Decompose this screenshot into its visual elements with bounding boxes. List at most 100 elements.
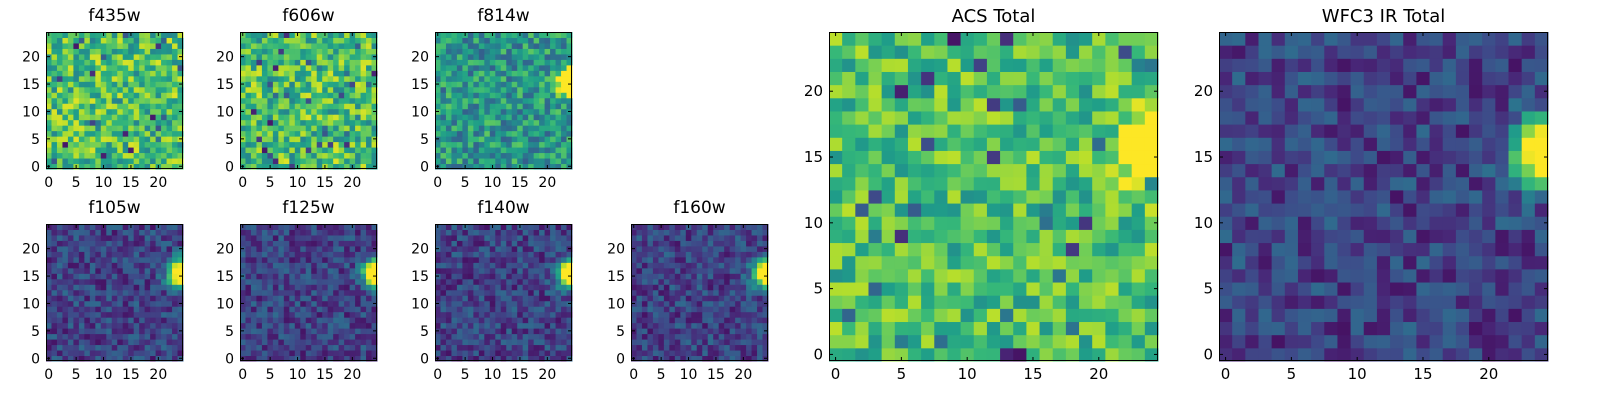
heatmap-cell xyxy=(289,163,296,170)
heatmap-cell xyxy=(658,322,665,329)
heatmap-cell xyxy=(506,86,513,93)
heatmap-cell xyxy=(986,255,1001,270)
heatmap-cell xyxy=(327,37,334,44)
heatmap-cell xyxy=(371,97,378,104)
heatmap-cell xyxy=(451,295,458,302)
heatmap-cell xyxy=(78,48,85,55)
heatmap-cell xyxy=(934,216,948,230)
heatmap-cell xyxy=(495,81,502,88)
heatmap-cell xyxy=(67,328,74,335)
heatmap-cell xyxy=(344,64,351,71)
heatmap-cell xyxy=(360,350,367,357)
heatmap-cell xyxy=(456,256,463,263)
heatmap-cell xyxy=(934,295,948,309)
heatmap-cell xyxy=(691,256,698,263)
heatmap-cell xyxy=(1105,242,1120,257)
heatmap-cell xyxy=(46,141,52,148)
heatmap-cell xyxy=(746,350,753,357)
heatmap-cell xyxy=(62,289,69,296)
heatmap-cell xyxy=(155,339,162,346)
heatmap-cell xyxy=(729,267,736,274)
heatmap-cell xyxy=(751,284,758,291)
heatmap-cell xyxy=(506,273,513,280)
heatmap-cell xyxy=(506,278,513,285)
heatmap-cell xyxy=(250,81,257,88)
heatmap-cell xyxy=(56,295,63,302)
heatmap-cell xyxy=(1026,308,1041,323)
heatmap-cell xyxy=(349,37,356,44)
heatmap-cell xyxy=(456,53,463,60)
heatmap-cell xyxy=(349,229,356,236)
heatmap-cell xyxy=(267,333,274,340)
heatmap-cell xyxy=(451,350,458,357)
heatmap-cell xyxy=(46,289,52,296)
heatmap-cell xyxy=(456,92,463,99)
heatmap-cell xyxy=(500,267,507,274)
heatmap-cell xyxy=(177,147,184,154)
heatmap-cell xyxy=(100,108,107,115)
heatmap-cell xyxy=(122,97,129,104)
heatmap-cell xyxy=(122,328,129,335)
heatmap-cell xyxy=(456,267,463,274)
heatmap-cell xyxy=(533,130,540,137)
heatmap-cell xyxy=(95,240,102,247)
heatmap-cell xyxy=(658,339,665,346)
heatmap-cell xyxy=(636,328,643,335)
heatmap-cell xyxy=(484,256,491,263)
heatmap-cell xyxy=(89,306,96,313)
heatmap-cell xyxy=(150,278,157,285)
heatmap-cell xyxy=(349,64,356,71)
heatmap-cell xyxy=(322,92,329,99)
heatmap-cell xyxy=(166,103,173,110)
heatmap-cell xyxy=(256,108,263,115)
heatmap-cell xyxy=(267,108,274,115)
heatmap-cell xyxy=(311,328,318,335)
heatmap-cell xyxy=(467,86,474,93)
heatmap-cell xyxy=(155,81,162,88)
heatmap-cell xyxy=(300,289,307,296)
heatmap-cell xyxy=(467,344,474,351)
heatmap-cell xyxy=(106,163,113,170)
heatmap-cell xyxy=(478,256,485,263)
x-tick-label: 5 xyxy=(266,175,275,191)
heatmap-cell xyxy=(484,234,491,241)
heatmap-cell xyxy=(947,229,962,244)
heatmap-cell xyxy=(740,262,747,269)
heatmap-cell xyxy=(122,245,129,252)
heatmap-cell xyxy=(641,273,648,280)
heatmap-cell xyxy=(757,234,764,241)
heatmap-cell xyxy=(894,176,909,191)
heatmap-cell xyxy=(133,119,140,126)
heatmap-cell xyxy=(355,295,362,302)
heatmap-cell xyxy=(533,108,540,115)
heatmap-cell xyxy=(311,251,318,258)
heatmap-cell xyxy=(161,141,168,148)
heatmap-cell xyxy=(338,81,345,88)
heatmap-cell xyxy=(495,328,502,335)
heatmap-cell xyxy=(669,333,676,340)
heatmap-cell xyxy=(349,234,356,241)
heatmap-cell xyxy=(658,289,665,296)
heatmap-cell xyxy=(658,333,665,340)
heatmap-cell xyxy=(360,53,367,60)
heatmap-cell xyxy=(272,103,279,110)
heatmap-cell xyxy=(327,355,334,362)
heatmap-cell xyxy=(495,289,502,296)
heatmap-cell xyxy=(842,242,856,257)
heatmap-cell xyxy=(561,97,568,104)
heatmap-cell xyxy=(663,273,670,280)
heatmap-cell xyxy=(294,240,301,247)
heatmap-cell xyxy=(311,59,318,66)
heatmap-cell xyxy=(349,300,356,307)
heatmap-cell xyxy=(528,114,535,121)
heatmap-cell xyxy=(641,284,648,291)
heatmap-cell xyxy=(544,240,551,247)
heatmap-cell xyxy=(84,152,91,159)
heatmap-cell xyxy=(467,103,474,110)
heatmap-cell xyxy=(500,322,507,329)
heatmap-cell xyxy=(473,114,480,121)
heatmap-cell xyxy=(349,42,356,49)
heatmap-cell xyxy=(256,81,263,88)
heatmap-cell xyxy=(1118,163,1133,178)
heatmap-cell xyxy=(561,289,568,296)
